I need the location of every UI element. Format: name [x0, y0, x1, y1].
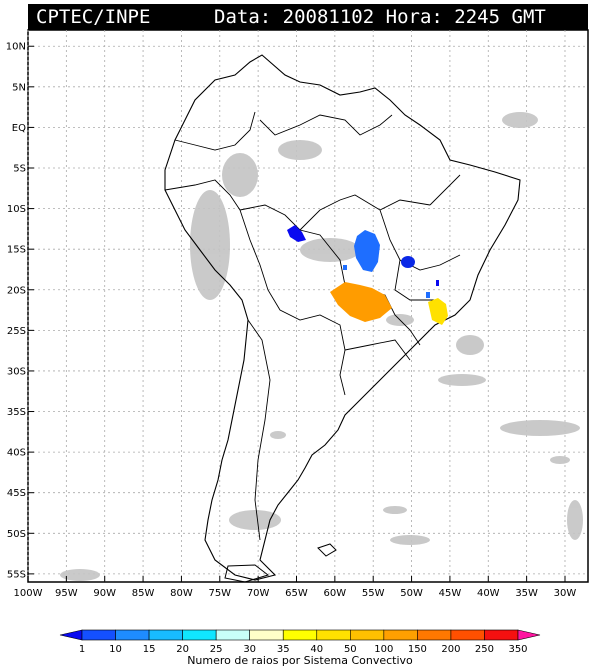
- lat-label: EQ: [12, 123, 26, 134]
- lat-label: 25S: [7, 326, 26, 337]
- system-goias: [401, 256, 415, 268]
- colorbar-tick-label: 1: [79, 644, 85, 655]
- map-frame: [27, 29, 589, 583]
- colorbar-swatch: [215, 629, 250, 641]
- colorbar-tick-label: 100: [374, 644, 393, 655]
- colorbar-swatch: [350, 629, 385, 641]
- lon-label: 55W: [362, 588, 385, 599]
- colorbar-swatch: [417, 629, 452, 641]
- lon-label: 85W: [132, 588, 155, 599]
- lat-label: 45S: [7, 488, 26, 499]
- lat-label: 15S: [7, 245, 26, 256]
- lat-label: 55S: [7, 569, 26, 580]
- colorbar-title: Numero de raios por Sistema Convectivo: [187, 654, 413, 667]
- lon-label: 40W: [477, 588, 500, 599]
- colorbar: 1 10 15 20 25 30 35 40 50 100 150 200 250 350: [59, 629, 541, 655]
- lat-label: 35S: [7, 407, 26, 418]
- colorbar-tick-label: 20: [176, 644, 189, 655]
- colorbar-tick-label: 15: [143, 644, 156, 655]
- colorbar-tick-label: 250: [475, 644, 494, 655]
- lon-label: 50W: [400, 588, 423, 599]
- lon-label: 65W: [285, 588, 308, 599]
- colorbar-swatch: [182, 629, 217, 641]
- colorbar-swatch: [148, 629, 183, 641]
- lon-label: 100W: [14, 588, 43, 599]
- colorbar-swatch: [282, 629, 318, 641]
- longitude-labels: 100W 95W 90W 85W 80W 75W 70W 65W 60W 55W 50W 45W 40W…: [14, 576, 577, 599]
- lon-label: 35W: [515, 588, 538, 599]
- lon-label: 45W: [439, 588, 462, 599]
- lat-label: 10S: [7, 204, 26, 215]
- latitude-labels: 10N 5N EQ 5S 10S 15S 20S 25S 30S 35S 40S 45S 50S 55S: [6, 42, 34, 580]
- datetime-label: Data: 20081102 Hora: 2245 GMT: [214, 6, 546, 28]
- colorbar-swatch: [316, 629, 351, 641]
- map-header: CPTEC/INPE Data: 20081102 Hora: 2245 GMT: [28, 4, 588, 30]
- colorbar-swatch: [383, 629, 418, 641]
- lat-label: 10N: [6, 42, 26, 53]
- lon-label: 70W: [247, 588, 270, 599]
- colorbar-swatch: [59, 629, 83, 641]
- lon-label: 90W: [93, 588, 116, 599]
- system-mato-grosso: [354, 230, 380, 272]
- convective-systems: [287, 225, 448, 325]
- cloud-cover: [60, 112, 583, 581]
- falkland-islands: [317, 543, 337, 557]
- colorbar-swatch: [450, 629, 485, 641]
- system-rondonia: [287, 225, 306, 242]
- lat-label: 40S: [7, 448, 26, 459]
- lat-label: 50S: [7, 529, 26, 540]
- lat-label: 20S: [7, 285, 26, 296]
- colorbar-tick-label: 40: [310, 644, 323, 655]
- colorbar-swatch: [484, 629, 519, 641]
- colorbar-tick-label: 350: [508, 644, 527, 655]
- colorbar-tick-label: 150: [408, 644, 427, 655]
- lon-label: 75W: [208, 588, 231, 599]
- lon-label: 95W: [55, 588, 78, 599]
- colorbar-tick-label: 200: [441, 644, 460, 655]
- lat-label: 5S: [13, 164, 26, 175]
- colorbar-swatch: [81, 629, 116, 641]
- colorbar-tick-label: 50: [344, 644, 357, 655]
- tierra-del-fuego: [224, 564, 270, 583]
- colorbar-tick-label: 35: [277, 644, 290, 655]
- lat-label: 5N: [12, 82, 26, 93]
- system-minas: [428, 298, 448, 325]
- system-ms-sp: [330, 282, 392, 322]
- lon-label: 60W: [324, 588, 347, 599]
- colorbar-tick-label: 25: [210, 644, 223, 655]
- organization-label: CPTEC/INPE: [36, 6, 151, 28]
- colorbar-swatch: [517, 629, 541, 641]
- colorbar-tick-label: 30: [243, 644, 256, 655]
- lon-label: 80W: [170, 588, 193, 599]
- colorbar-swatch: [115, 629, 150, 641]
- lat-label: 30S: [7, 366, 26, 377]
- lon-label: 30W: [554, 588, 577, 599]
- colorbar-tick-label: 10: [109, 644, 122, 655]
- coastline-south-america: [164, 54, 521, 581]
- colorbar-swatch: [249, 629, 284, 641]
